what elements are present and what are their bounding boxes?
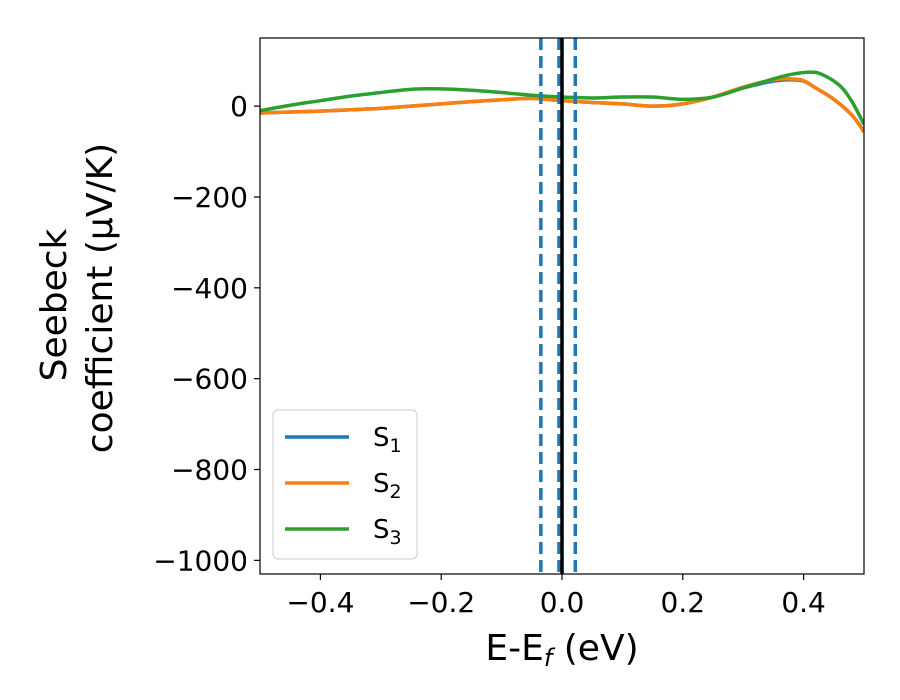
x-tick-label: −0.2: [407, 586, 475, 619]
y-tick-label: −800: [171, 454, 248, 487]
series-line-s2: [260, 76, 864, 134]
x-axis-title: E-Ef (eV): [485, 628, 638, 672]
y-tick-label: −400: [171, 272, 248, 305]
x-tick-label: 0.4: [781, 586, 826, 619]
legend: S1 S2 S3: [272, 409, 418, 560]
y-tick-label: 0: [230, 90, 248, 123]
x-tick-label: −0.4: [286, 586, 354, 619]
x-tick-label: 0.0: [540, 586, 585, 619]
y-axis-title-line2: coefficient (μV/K): [80, 143, 121, 453]
y-tick-label: −600: [171, 363, 248, 396]
legend-label-s3: S3: [373, 515, 402, 549]
y-tick-label: −200: [171, 181, 248, 214]
y-axis-title-line1: Seebeck: [34, 228, 75, 381]
x-tick-label: 0.2: [661, 586, 706, 619]
legend-label-s2: S2: [373, 469, 402, 503]
legend-label-s1: S1: [373, 423, 402, 457]
series-line-s3: [260, 70, 864, 126]
y-tick-label: −1000: [153, 544, 248, 577]
plot-area: [260, 38, 864, 574]
